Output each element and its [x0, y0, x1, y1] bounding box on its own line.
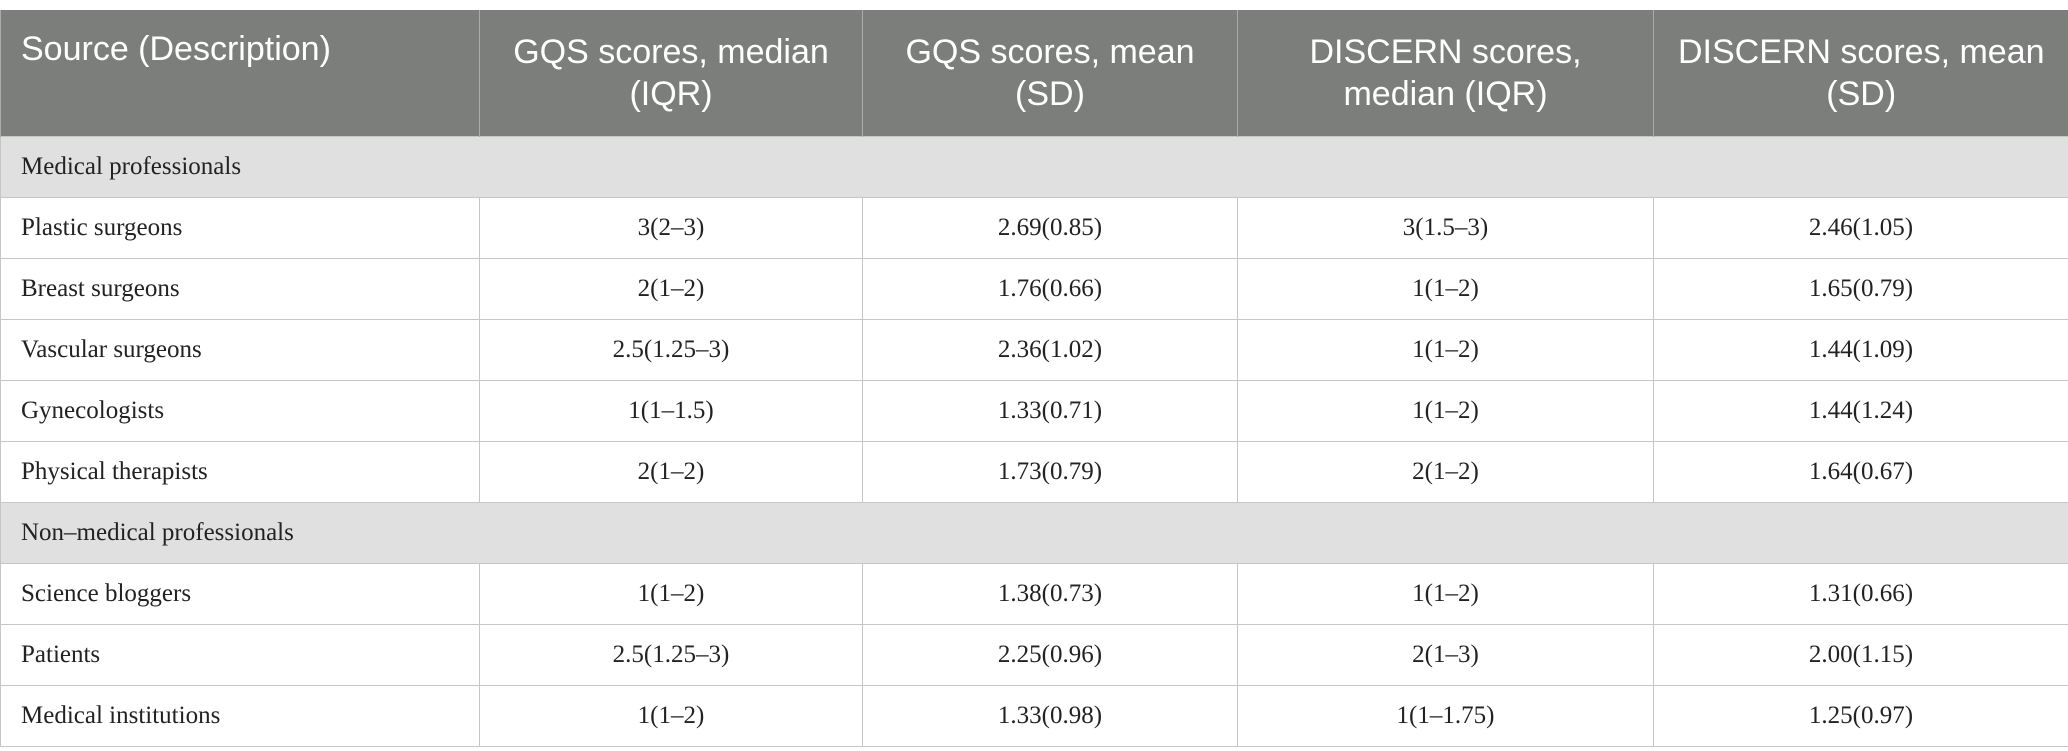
- row-label: Physical therapists: [0, 441, 480, 503]
- cell: 2.00(1.15): [1653, 624, 2068, 686]
- cell: 1.44(1.09): [1653, 319, 2068, 381]
- row-label: Vascular surgeons: [0, 319, 480, 381]
- cell: 1.64(0.67): [1653, 441, 2068, 503]
- cell: 2.25(0.96): [862, 624, 1238, 686]
- column-header: DISCERN scores, median (IQR): [1237, 10, 1654, 137]
- row-label: Plastic surgeons: [0, 197, 480, 259]
- cell: 2(1–2): [479, 441, 863, 503]
- column-header: Source (Description): [0, 10, 480, 137]
- cell: 3(1.5–3): [1237, 197, 1654, 259]
- cell: 1.31(0.66): [1653, 563, 2068, 625]
- header-row: Source (Description) GQS scores, median (…: [0, 10, 2068, 137]
- row-label: Medical institutions: [0, 685, 480, 747]
- cell: 2.46(1.05): [1653, 197, 2068, 259]
- cell: 1.65(0.79): [1653, 258, 2068, 320]
- cell: 1(1–2): [1237, 563, 1654, 625]
- column-header: GQS scores, median (IQR): [479, 10, 863, 137]
- data-row: Science bloggers 1(1–2) 1.38(0.73) 1(1–2) 1.…: [0, 563, 2068, 625]
- cell: 1(1–2): [479, 563, 863, 625]
- cell: 1.73(0.79): [862, 441, 1238, 503]
- cell: 1(1–1.75): [1237, 685, 1654, 747]
- cell: 2.5(1.25–3): [479, 319, 863, 381]
- row-label: Science bloggers: [0, 563, 480, 625]
- section-row: Medical professionals: [0, 136, 2068, 198]
- cell: 2(1–3): [1237, 624, 1654, 686]
- cell: 1.25(0.97): [1653, 685, 2068, 747]
- cell: 2(1–2): [1237, 441, 1654, 503]
- data-row: Plastic surgeons 3(2–3) 2.69(0.85) 3(1.5–3)…: [0, 197, 2068, 259]
- row-label: Gynecologists: [0, 380, 480, 442]
- table-head: Source (Description) GQS scores, median (…: [0, 10, 2068, 137]
- cell: 1.76(0.66): [862, 258, 1238, 320]
- row-label: Breast surgeons: [0, 258, 480, 320]
- cell: 2.36(1.02): [862, 319, 1238, 381]
- cell: 2(1–2): [479, 258, 863, 320]
- section-row: Non–medical professionals: [0, 502, 2068, 564]
- cell: 1.44(1.24): [1653, 380, 2068, 442]
- section-label: Non–medical professionals: [0, 502, 2068, 564]
- cell: 2.5(1.25–3): [479, 624, 863, 686]
- cell: 1.38(0.73): [862, 563, 1238, 625]
- cell: 3(2–3): [479, 197, 863, 259]
- cell: 1.33(0.71): [862, 380, 1238, 442]
- data-row: Physical therapists 2(1–2) 1.73(0.79) 2(1–2…: [0, 441, 2068, 503]
- cell: 1(1–2): [1237, 380, 1654, 442]
- section-label: Medical professionals: [0, 136, 2068, 198]
- cell: 1(1–2): [1237, 319, 1654, 381]
- results-table: Source (Description) GQS scores, median (…: [0, 10, 2068, 747]
- cell: 1(1–2): [1237, 258, 1654, 320]
- row-label: Patients: [0, 624, 480, 686]
- column-header: DISCERN scores, mean (SD): [1653, 10, 2068, 137]
- table-body: Medical professionals Plastic surgeons 3(2…: [0, 136, 2068, 747]
- data-row: Patients 2.5(1.25–3) 2.25(0.96) 2(1–3) 2.00(…: [0, 624, 2068, 686]
- data-row: Vascular surgeons 2.5(1.25–3) 2.36(1.02) 1(…: [0, 319, 2068, 381]
- cell: 1(1–2): [479, 685, 863, 747]
- column-header: GQS scores, mean (SD): [862, 10, 1238, 137]
- data-row: Gynecologists 1(1–1.5) 1.33(0.71) 1(1–2) 1.4…: [0, 380, 2068, 442]
- cell: 1.33(0.98): [862, 685, 1238, 747]
- data-row: Medical institutions 1(1–2) 1.33(0.98) 1(1–…: [0, 685, 2068, 747]
- cell: 1(1–1.5): [479, 380, 863, 442]
- page: Source (Description) GQS scores, median (…: [0, 10, 2068, 751]
- data-row: Breast surgeons 2(1–2) 1.76(0.66) 1(1–2) 1.6…: [0, 258, 2068, 320]
- cell: 2.69(0.85): [862, 197, 1238, 259]
